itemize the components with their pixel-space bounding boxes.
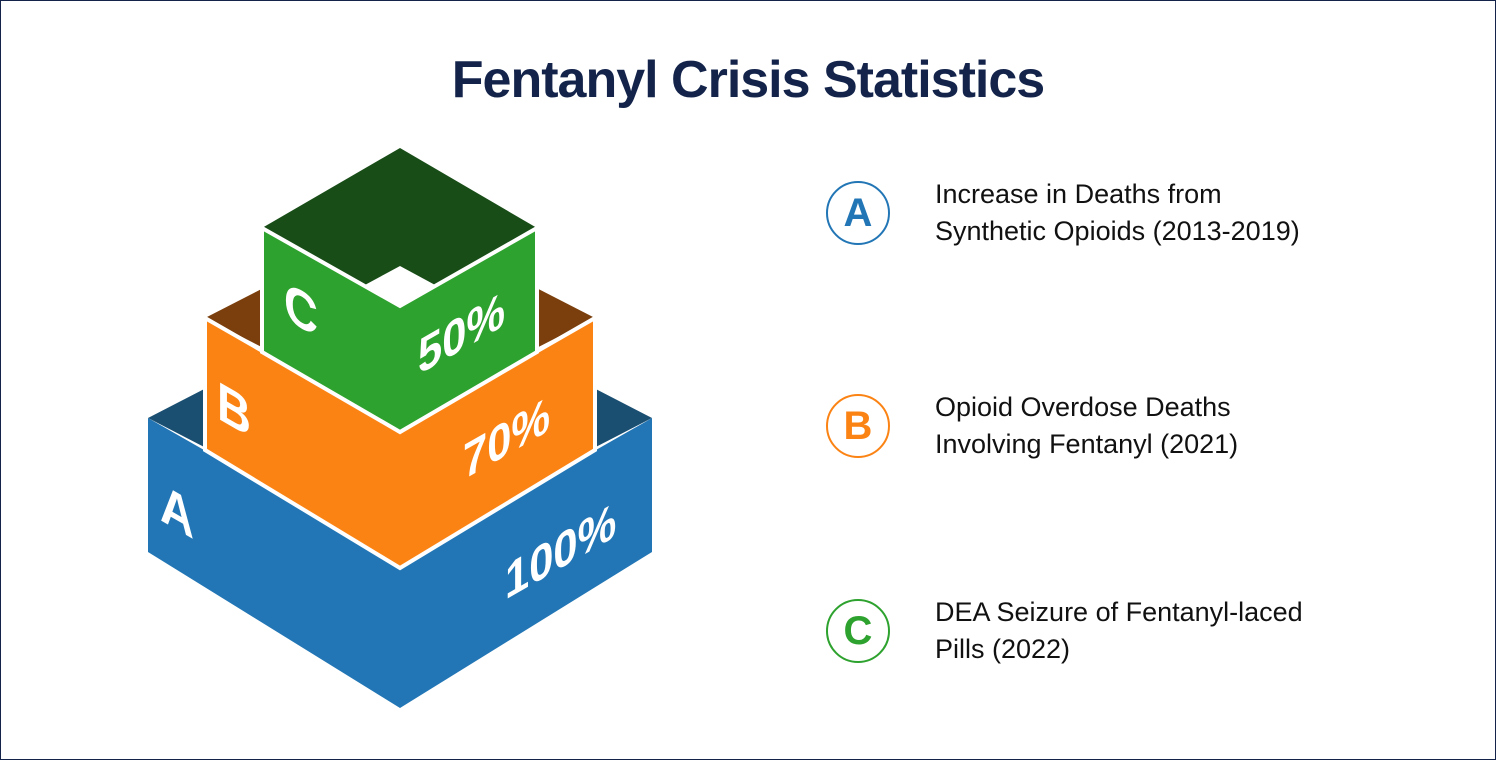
legend-label-b: Opioid Overdose Deaths Involving Fentany… <box>935 389 1238 463</box>
legend-line: Increase in Deaths from <box>935 179 1222 209</box>
legend-item-b: B Opioid Overdose Deaths Involving Fenta… <box>826 389 1446 469</box>
legend-item-c: C DEA Seizure of Fentanyl-laced Pills (2… <box>826 594 1446 674</box>
legend-label-c: DEA Seizure of Fentanyl-laced Pills (202… <box>935 594 1303 668</box>
legend-line: Involving Fentanyl (2021) <box>935 429 1239 459</box>
box-c-front <box>260 224 539 435</box>
badge-c: C <box>826 599 890 663</box>
legend-label-a: Increase in Deaths from Synthetic Opioid… <box>935 176 1300 250</box>
legend-line: Pills (2022) <box>935 634 1071 664</box>
badge-a: A <box>826 181 890 245</box>
page-title: Fentanyl Crisis Statistics <box>451 51 1045 109</box>
legend-line: Opioid Overdose Deaths <box>935 392 1231 422</box>
legend-item-a: A Increase in Deaths from Synthetic Opio… <box>826 176 1446 256</box>
legend-line: DEA Seizure of Fentanyl-laced <box>935 597 1303 627</box>
badge-b: B <box>826 394 890 458</box>
legend-line: Synthetic Opioids (2013-2019) <box>935 216 1300 246</box>
